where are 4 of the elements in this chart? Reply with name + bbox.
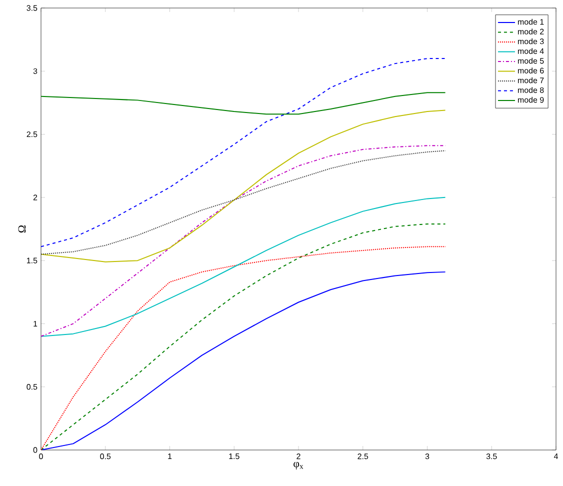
line-series bbox=[41, 92, 446, 115]
y-axis-title: Ω bbox=[18, 225, 26, 233]
x-axis-title: φ$_{x}$ bbox=[294, 462, 304, 470]
line-series bbox=[41, 196, 446, 337]
